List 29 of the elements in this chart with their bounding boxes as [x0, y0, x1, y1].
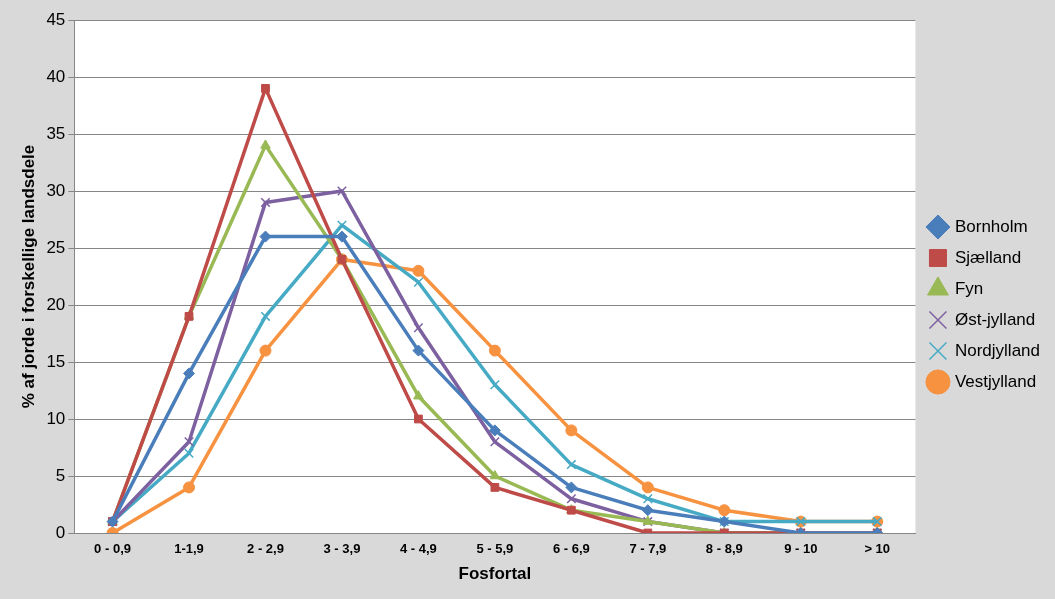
legend-label: Nordjylland — [954, 340, 1041, 360]
y-axis-title: % af jorde i forskellige landsdele — [18, 144, 38, 409]
y-tick-label: 45 — [46, 9, 66, 29]
x-tick-label: 8 - 8,9 — [705, 541, 743, 557]
legend-label: Sjælland — [954, 247, 1022, 267]
x-tick-label: 1-1,9 — [174, 541, 204, 557]
x-tick-label: 7 - 7,9 — [629, 541, 667, 557]
y-tick-label: 10 — [46, 408, 66, 428]
x-tick-label: > 10 — [864, 541, 891, 557]
y-tick-label: 30 — [46, 180, 66, 200]
x-axis-title: Fosfortal — [458, 564, 532, 584]
y-tick-label: 35 — [46, 123, 66, 143]
y-tick-label: 5 — [55, 465, 66, 485]
legend-label: Bornholm — [954, 216, 1028, 236]
x-tick-label: 3 - 3,9 — [323, 541, 361, 557]
x-tick-label: 5 - 5,9 — [476, 541, 514, 557]
x-tick-label: 2 - 2,9 — [247, 541, 284, 557]
legend-label: Fyn — [954, 278, 984, 298]
x-tick-label: 9 - 10 — [784, 541, 818, 557]
x-tick-label: 4 - 4,9 — [399, 541, 437, 557]
y-tick-label: 40 — [46, 66, 66, 86]
y-tick-label: 0 — [55, 522, 66, 542]
legend-label: Vestjylland — [954, 371, 1037, 391]
y-tick-label: 15 — [46, 351, 66, 371]
x-tick-label: 0 - 0,9 — [94, 541, 131, 557]
y-tick-label: 20 — [46, 294, 66, 314]
y-tick-label: 25 — [46, 237, 66, 257]
legend-label: Øst-jylland — [954, 309, 1036, 329]
x-tick-label: 6 - 6,9 — [552, 541, 590, 557]
